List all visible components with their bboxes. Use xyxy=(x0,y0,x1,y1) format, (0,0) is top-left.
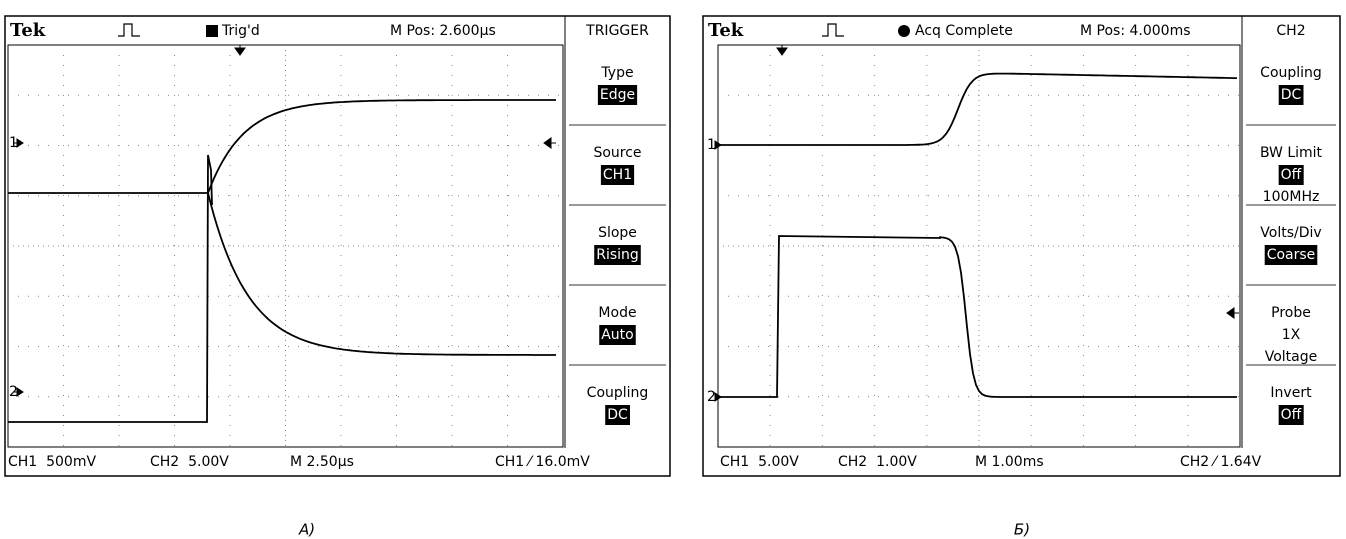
menu-label: Coupling xyxy=(1260,65,1322,81)
brand: Tek xyxy=(708,20,744,41)
acq-icon xyxy=(898,25,910,37)
trig-icon xyxy=(206,25,218,37)
menu-label: Invert xyxy=(1270,385,1312,401)
menu-title: CH2 xyxy=(1276,23,1305,39)
menu-label: BW Limit xyxy=(1260,145,1323,161)
position: M Pos: 2.600µs xyxy=(390,23,496,39)
menu-label: Type xyxy=(600,65,633,81)
menu-value: Coarse xyxy=(1267,247,1316,263)
menu-title: TRIGGER xyxy=(585,23,649,39)
menu-label: Volts/Div xyxy=(1260,225,1321,241)
footer-readout: CH2 5.00V xyxy=(150,454,229,470)
menu-extra: 1X xyxy=(1282,327,1301,343)
menu-value: DC xyxy=(1281,87,1302,103)
footer-readout: CH1 ⁄ 16.0mV xyxy=(495,454,590,470)
menu-value: Rising xyxy=(596,247,639,263)
figure: А) Б) TekTrig'dM Pos: 2.600µs12TRIGGERTy… xyxy=(0,0,1346,539)
status: Acq Complete xyxy=(915,23,1013,39)
menu-value: Edge xyxy=(600,87,635,103)
menu-value: DC xyxy=(607,407,628,423)
footer-readout: CH1 500mV xyxy=(8,454,96,470)
menu-value: Off xyxy=(1281,407,1302,423)
menu-extra: 100MHz xyxy=(1263,189,1320,205)
status: Trig'd xyxy=(221,23,260,39)
position: M Pos: 4.000ms xyxy=(1080,23,1191,39)
menu-label: Mode xyxy=(598,305,636,321)
footer-readout: CH2 1.00V xyxy=(838,454,917,470)
footer-readout: M 2.50µs xyxy=(290,454,354,470)
menu-extra: Voltage xyxy=(1265,349,1318,365)
footer-readout: CH1 5.00V xyxy=(720,454,799,470)
menu-label: Source xyxy=(593,145,641,161)
footer-readout: M 1.00ms xyxy=(975,454,1044,470)
menu-label: Probe xyxy=(1271,305,1311,321)
brand: Tek xyxy=(10,20,46,41)
menu-label: Coupling xyxy=(587,385,649,401)
menu-value: Auto xyxy=(601,327,634,343)
menu-value: Off xyxy=(1281,167,1302,183)
menu-label: Slope xyxy=(598,225,637,241)
menu-value: CH1 xyxy=(603,167,632,183)
footer-readout: CH2 ⁄ 1.64V xyxy=(1180,454,1262,470)
caption: А) xyxy=(298,521,315,539)
screen-frame xyxy=(5,16,670,476)
caption: Б) xyxy=(1014,521,1030,539)
